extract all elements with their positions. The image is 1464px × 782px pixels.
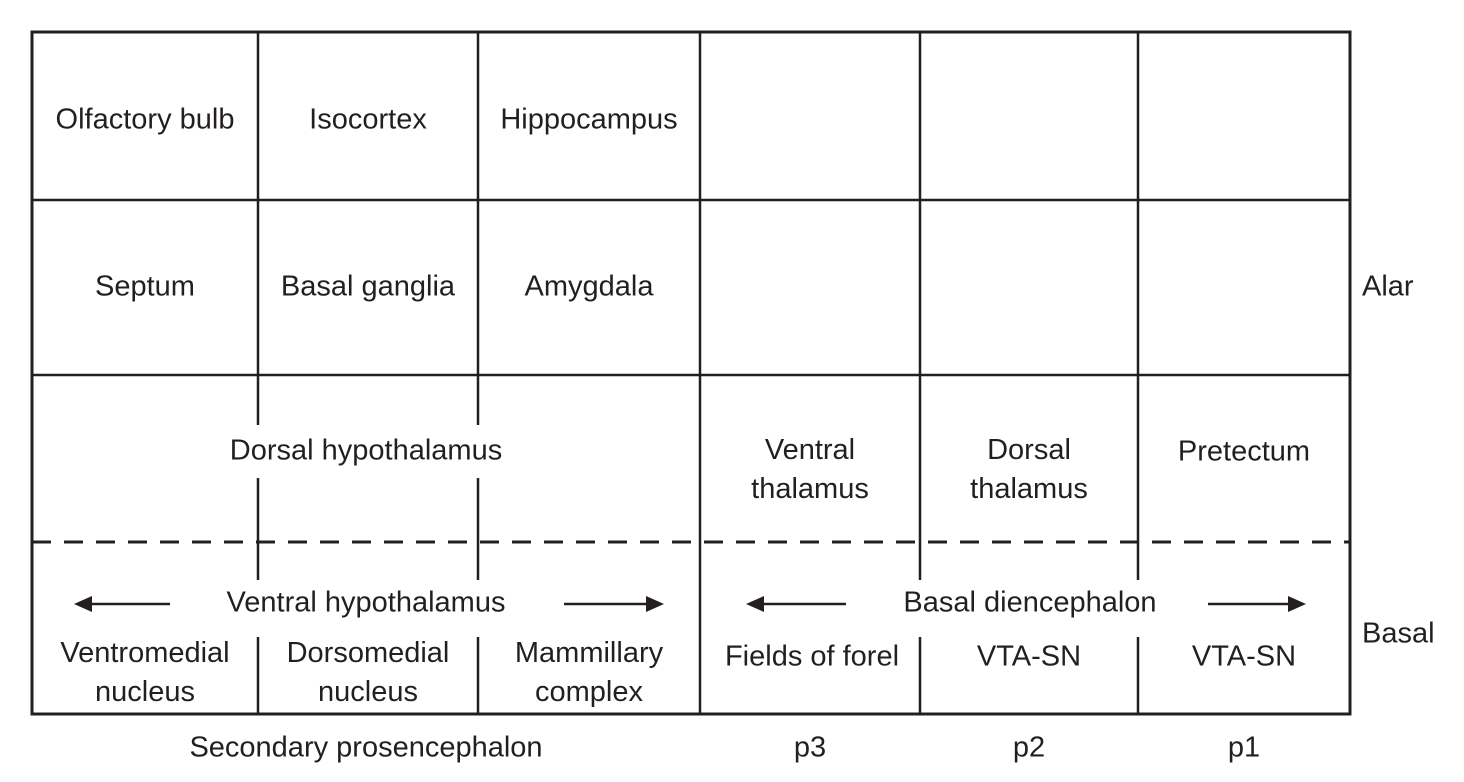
arrow-right-icon [564, 596, 664, 612]
table-outer-border [30, 30, 1352, 716]
arrow-left-icon [74, 596, 170, 612]
side-label-alar: Alar [1362, 270, 1414, 303]
arrow-left-icon [746, 596, 846, 612]
cell-olfactory-bulb: Olfactory bulb [55, 103, 235, 136]
cell-vta-sn-p2: VTA-SN [976, 640, 1082, 673]
cell-dorsomedial-nucleus: Dorsomedial nucleus [286, 637, 450, 708]
cell-ventral-thalamus: Ventral thalamus [751, 434, 869, 505]
cell-hippocampus: Hippocampus [500, 103, 678, 136]
cell-mammillary-complex: Mammillary complex [514, 637, 664, 708]
side-label-basal: Basal [1362, 617, 1435, 650]
cell-dorsal-thalamus: Dorsal thalamus [970, 434, 1088, 505]
cell-fields-of-forel: Fields of forel [724, 640, 900, 673]
cell-vta-sn-p1: VTA-SN [1191, 640, 1297, 673]
cell-dorsal-hypothalamus: Dorsal hypothalamus [229, 434, 503, 467]
axis-label-p2: p2 [1012, 731, 1046, 764]
header-ventral-hypothalamus: Ventral hypothalamus [226, 586, 506, 619]
cell-septum: Septum [95, 270, 195, 303]
cell-isocortex: Isocortex [309, 103, 427, 136]
arrow-right-icon [1208, 596, 1306, 612]
header-basal-diencephalon: Basal diencephalon [903, 586, 1157, 619]
cell-pretectum: Pretectum [1177, 435, 1311, 468]
axis-label-secondary-prosencephalon: Secondary prosencephalon [189, 731, 543, 764]
cell-ventromedial-nucleus: Ventromedial nucleus [60, 637, 230, 708]
axis-label-p3: p3 [793, 731, 827, 764]
cell-basal-ganglia: Basal ganglia [280, 270, 456, 303]
cell-amygdala: Amygdala [524, 270, 654, 303]
axis-label-p1: p1 [1227, 731, 1261, 764]
